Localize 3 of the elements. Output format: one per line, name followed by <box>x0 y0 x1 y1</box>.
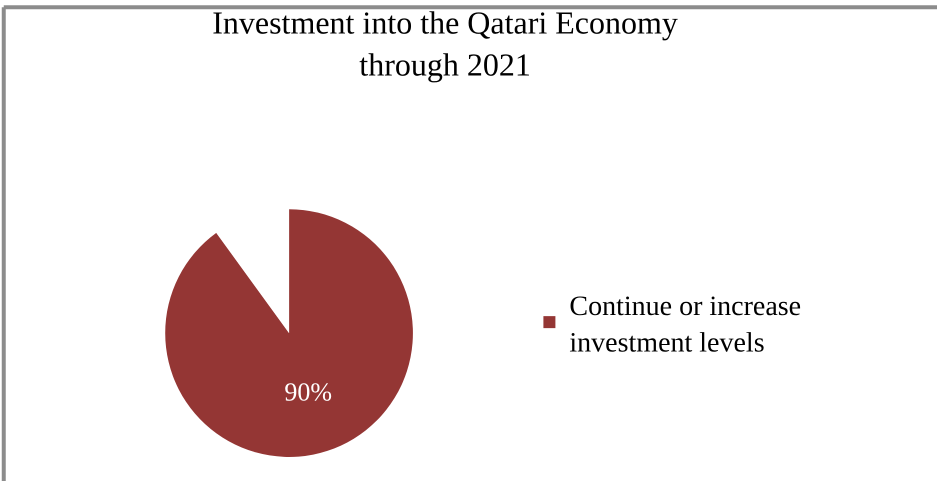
legend-label: Continue or increase investment levels <box>569 290 802 358</box>
chart-title: Investment into the Qatari Economy through 2021 <box>212 4 678 82</box>
data-label: 90% <box>284 377 332 406</box>
